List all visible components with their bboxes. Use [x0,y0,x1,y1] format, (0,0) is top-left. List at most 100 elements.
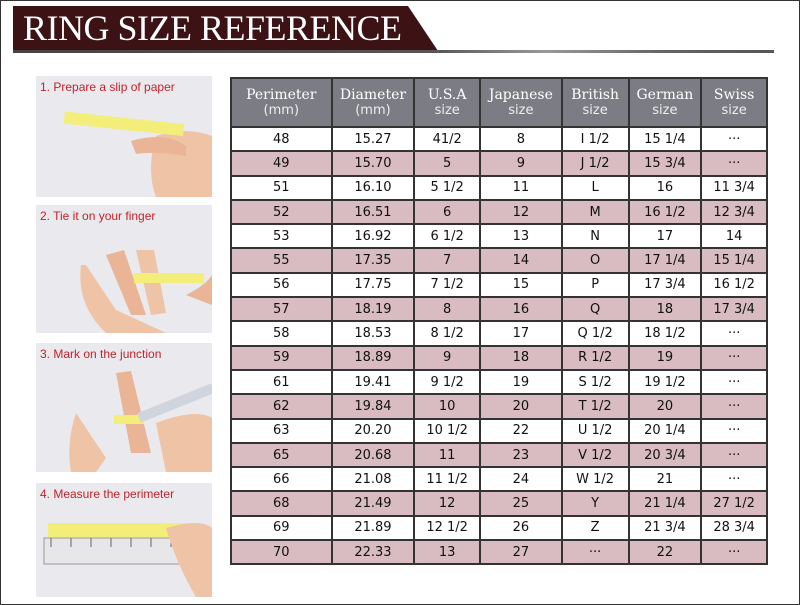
page-title: RING SIZE REFERENCE [23,8,402,48]
table-cell: 11 1/2 [413,466,481,493]
table-row: 59 18.89 9 18 R 1/2 19 ··· [230,344,768,371]
table-cell: N [560,223,630,250]
table-row: 55 17.35 7 14 O 17 1/4 15 1/4 [230,247,768,274]
table-cell: 19.84 [330,393,416,420]
table-cell: Q [560,296,630,323]
table-cell: 25 [478,490,563,517]
table-cell: 6 [413,198,481,226]
table-cell: 7 [413,247,481,274]
column-header-title: Japanese [488,86,553,103]
table-cell: 55 [230,247,333,274]
table-row: 52 16.51 6 12 M 16 1/2 12 3/4 [230,198,768,226]
table-cell: 21.89 [330,514,416,542]
table-row: 68 21.49 12 25 Y 21 1/4 27 1/2 [230,490,768,517]
table-cell: 15 [478,271,563,299]
table-cell: 22.33 [330,539,416,566]
table-cell: 17.75 [330,271,416,299]
table-cell: 21 [627,466,703,493]
table-row: 53 16.92 6 1/2 13 N 17 14 [230,223,768,250]
table-cell: J 1/2 [560,150,630,177]
column-header-unit: (mm) [263,102,300,118]
table-cell: 17 3/4 [700,296,768,323]
table-cell: ··· [700,344,768,371]
table-cell: 11 [413,441,481,469]
table-cell: Q 1/2 [560,320,630,347]
table-cell: 11 [478,174,563,201]
table-cell: 48 [230,125,333,153]
table-cell: Z [560,514,630,542]
table-cell: 70 [230,539,333,566]
table-row: 49 15.70 5 9 J 1/2 15 3/4 ··· [230,150,768,177]
table-row: 69 21.89 12 1/2 26 Z 21 3/4 28 3/4 [230,514,768,542]
table-cell: ··· [700,539,768,566]
table-cell: 16 1/2 [627,198,703,226]
table-cell: 28 3/4 [700,514,768,542]
table-cell: 18.89 [330,344,416,371]
table-row: 66 21.08 11 1/2 24 W 1/2 21 ··· [230,466,768,493]
table-cell: ··· [700,150,768,177]
column-header: German size [627,77,703,128]
table-cell: 65 [230,441,333,469]
table-cell: ··· [700,417,768,444]
table-cell: 26 [478,514,563,542]
table-cell: 8 1/2 [413,320,481,347]
step-1-panel: 1. Prepare a slip of paper [36,76,212,197]
table-cell: 22 [627,539,703,566]
table-cell: 58 [230,320,333,347]
table-cell: 15 3/4 [627,150,703,177]
table-cell: 12 1/2 [413,514,481,542]
table-row: 65 20.68 11 23 V 1/2 20 3/4 ··· [230,441,768,469]
column-header: Diameter (mm) [330,77,416,128]
column-header-unit: size [434,102,460,118]
table-cell: 15 1/4 [700,247,768,274]
step-3-panel: 3. Mark on the junction [36,343,212,472]
table-cell: 51 [230,174,333,201]
table-cell: V 1/2 [560,441,630,469]
table-cell: ··· [700,466,768,493]
table-cell: P [560,271,630,299]
table-cell: 20 [478,393,563,420]
step-2-panel: 2. Tie it on your finger [36,205,212,333]
table-row: 56 17.75 7 1/2 15 P 17 3/4 16 1/2 [230,271,768,299]
table-cell: T 1/2 [560,393,630,420]
table-cell: R 1/2 [560,344,630,371]
table-cell: 6 1/2 [413,223,481,250]
table-cell: 19 [627,344,703,371]
title-banner [13,6,438,51]
table-cell: 7 1/2 [413,271,481,299]
paper-slip-hand-image [63,111,212,197]
table-cell: 20 3/4 [627,441,703,469]
table-cell: 19.41 [330,368,416,396]
table-cell: 20 [627,393,703,420]
column-header-unit: size [508,102,534,118]
table-cell: O [560,247,630,274]
table-cell: 17.35 [330,247,416,274]
table-cell: 16 [478,296,563,323]
table-cell: 16.92 [330,223,416,250]
table-cell: 24 [478,466,563,493]
column-header-unit: size [652,102,678,118]
table-cell: 62 [230,393,333,420]
table-cell: 16.10 [330,174,416,201]
mark-junction-hand-image [69,371,212,472]
ring-size-table: Perimeter (mm) Diameter (mm) U.S.A size Japane… [230,77,768,566]
column-header-unit: size [721,102,747,118]
step-2-label: 2. Tie it on your finger [40,209,156,223]
table-cell: 17 3/4 [627,271,703,299]
table-cell: 56 [230,271,333,299]
table-row: 62 19.84 10 20 T 1/2 20 ··· [230,393,768,420]
measure-ruler-image [43,523,212,597]
column-header: British size [560,77,630,128]
table-cell: L [560,174,630,201]
table-cell: 20.20 [330,417,416,444]
table-cell: 16.51 [330,198,416,226]
table-cell: 10 [413,393,481,420]
title-divider [13,50,774,53]
column-header: Perimeter (mm) [230,77,333,128]
table-cell: 12 [478,198,563,226]
table-cell: 22 [478,417,563,444]
table-cell: M [560,198,630,226]
table-row: 61 19.41 9 1/2 19 S 1/2 19 1/2 ··· [230,368,768,396]
table-row: 48 15.27 41/2 8 I 1/2 15 1/4 ··· [230,125,768,153]
table-cell: 14 [478,247,563,274]
